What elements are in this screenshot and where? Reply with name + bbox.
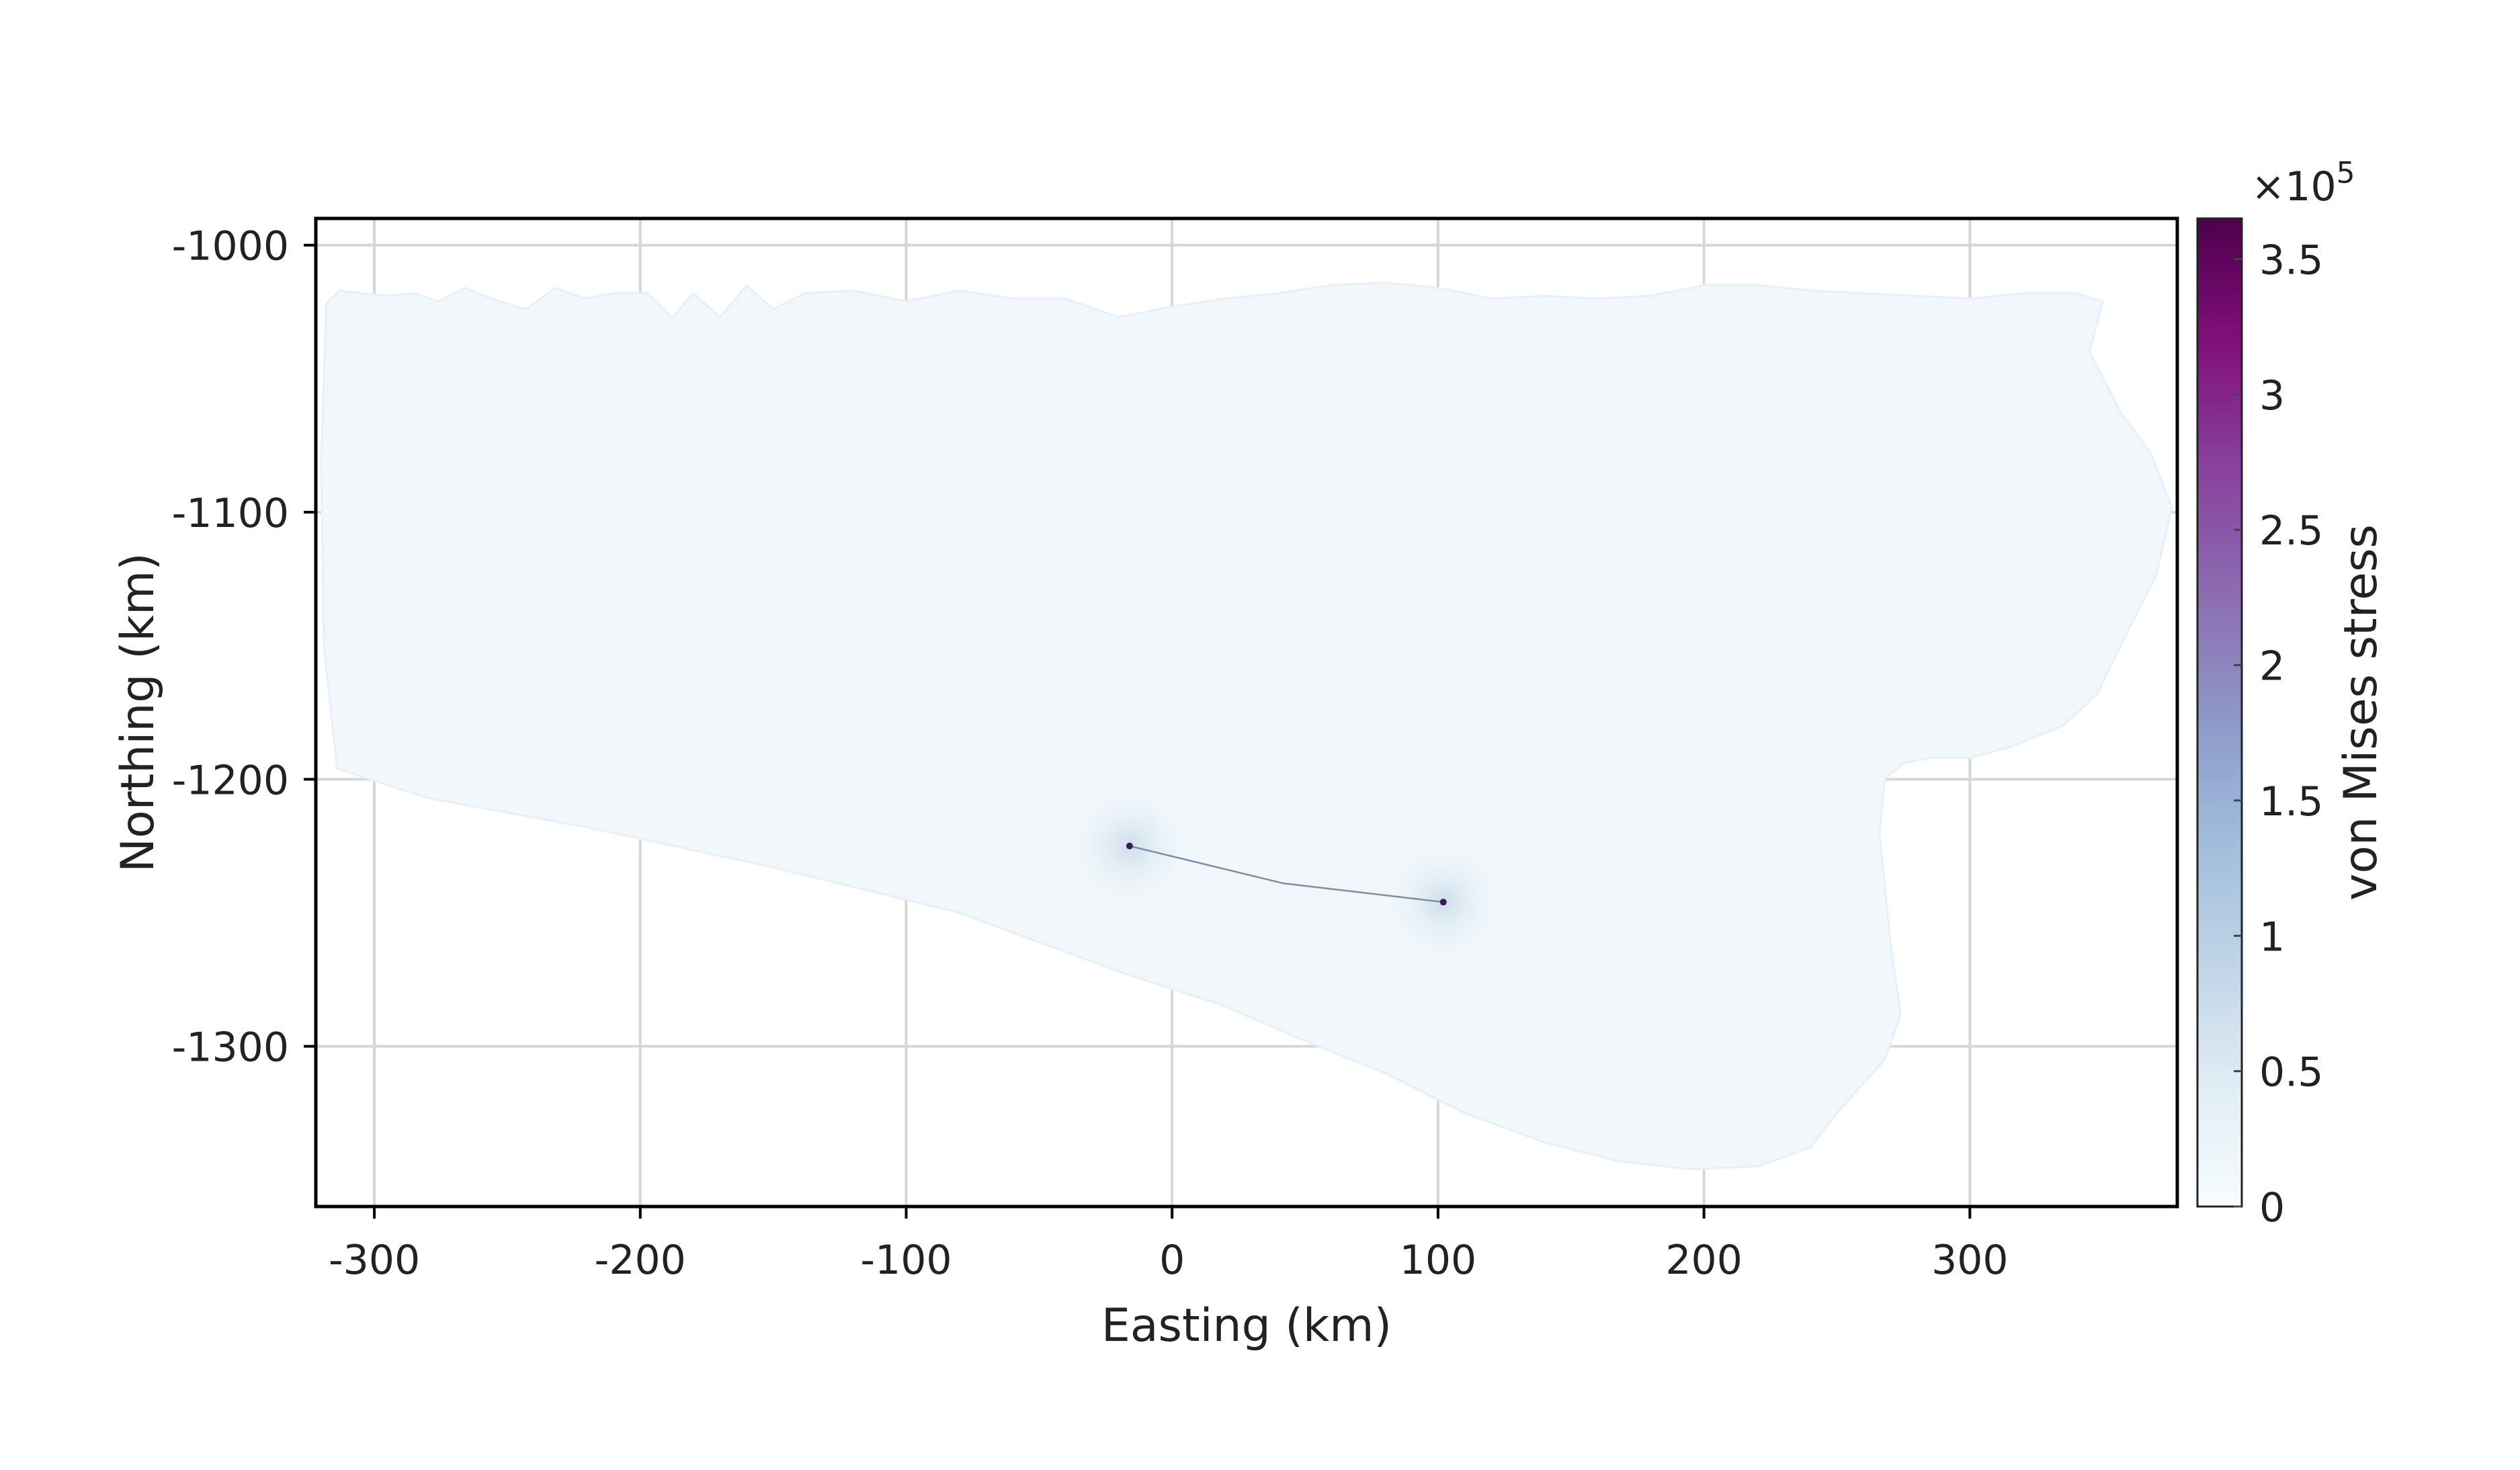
colorbar-label: von Mises stress	[2335, 524, 2388, 901]
x-tick-label: 0	[1159, 1237, 1185, 1284]
colorbar-ticks: 0 0.5 1 1.5 2 2.5 3 3.5	[2234, 237, 2323, 1231]
x-tick-label: -200	[595, 1237, 686, 1284]
y-tick-label: -1100	[172, 490, 289, 537]
colorbar-tick-label: 0	[2259, 1184, 2285, 1231]
rift-tip-point	[1439, 899, 1447, 906]
y-axis-ticks: -1000 -1100 -1200 -1300	[172, 223, 316, 1071]
colorbar: 0 0.5 1 1.5 2 2.5 3 3.5 ×105 von Mises stress	[2196, 156, 2388, 1231]
y-tick-label: -1000	[172, 223, 289, 270]
colorbar-multiplier-base: ×10	[2251, 163, 2337, 210]
x-tick-label: 100	[1400, 1237, 1477, 1284]
colorbar-tick-label: 1.5	[2259, 778, 2323, 825]
plot-frame	[314, 216, 2179, 1209]
rift-line	[1129, 845, 1443, 903]
colorbar-tick-label: 3.5	[2259, 237, 2323, 284]
x-tick-label: 300	[1931, 1237, 2009, 1284]
stress-field	[320, 281, 2173, 1170]
colorbar-gradient	[2196, 217, 2243, 1208]
y-axis-label: Northing (km)	[112, 553, 165, 872]
x-tick-label: 200	[1665, 1237, 1742, 1284]
ice-shelf-domain	[320, 281, 2173, 1170]
x-tick-label: -100	[860, 1237, 952, 1284]
colorbar-multiplier-exponent: 5	[2337, 156, 2355, 190]
colorbar-tick-label: 0.5	[2259, 1049, 2323, 1096]
rift-tip-point	[1126, 842, 1133, 850]
x-axis-ticks: -300 -200 -100 0 100 200 300	[329, 1207, 2009, 1284]
colorbar-multiplier: ×105	[2251, 156, 2355, 210]
colorbar-tick-label: 1	[2259, 913, 2285, 961]
colorbar-tick-label: 2.5	[2259, 507, 2323, 555]
x-axis-label: Easting (km)	[1101, 1299, 1392, 1352]
y-tick-label: -1300	[172, 1024, 289, 1071]
colorbar-tick-label: 3	[2259, 372, 2285, 419]
x-tick-label: -300	[329, 1237, 420, 1284]
colorbar-tick-label: 2	[2259, 643, 2285, 690]
y-tick-label: -1200	[172, 757, 289, 804]
